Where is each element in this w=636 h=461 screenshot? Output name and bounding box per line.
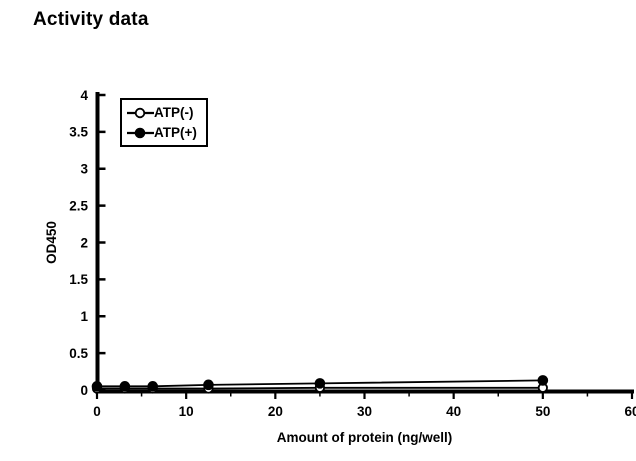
legend-entry-ATP(+): ATP(+) bbox=[127, 123, 206, 143]
y-tick-label: 3 bbox=[80, 162, 88, 177]
chart-legend: ATP(-) ATP(+) bbox=[120, 98, 208, 147]
y-tick-label: 0 bbox=[80, 383, 88, 398]
y-tick-label: 3.5 bbox=[69, 125, 88, 140]
data-point-ATP(+) bbox=[203, 379, 214, 391]
data-point-ATP(+) bbox=[537, 375, 549, 386]
data-point-ATP(+) bbox=[147, 381, 159, 392]
y-tick-label: 0.5 bbox=[69, 346, 88, 361]
y-tick-label: 1 bbox=[80, 309, 88, 324]
legend-entry-ATP(-): ATP(-) bbox=[127, 103, 206, 123]
open-circle-marker-icon bbox=[127, 107, 154, 118]
x-tick-label: 50 bbox=[535, 404, 550, 419]
y-tick-label: 2.5 bbox=[69, 198, 88, 213]
y-axis-title: OD450 bbox=[44, 221, 59, 264]
chart-title: Activity data bbox=[33, 9, 149, 30]
x-tick-label: 0 bbox=[93, 404, 101, 419]
legend-label: ATP(-) bbox=[154, 105, 194, 120]
x-axis-title: Amount of protein (ng/well) bbox=[277, 430, 452, 445]
x-tick-label: 30 bbox=[357, 404, 372, 419]
y-tick-label: 1.5 bbox=[69, 272, 88, 287]
x-tick-label: 60 bbox=[624, 404, 636, 419]
data-point-ATP(+) bbox=[314, 378, 326, 389]
x-tick-label: 20 bbox=[268, 404, 283, 419]
y-tick-label: 2 bbox=[80, 235, 88, 250]
y-tick-label: 4 bbox=[80, 88, 88, 103]
x-tick-label: 10 bbox=[179, 404, 194, 419]
x-tick-label: 40 bbox=[446, 404, 461, 419]
legend-label: ATP(+) bbox=[154, 125, 197, 140]
data-point-ATP(+) bbox=[91, 381, 103, 392]
data-point-ATP(+) bbox=[119, 381, 131, 392]
filled-circle-marker-icon bbox=[127, 127, 154, 138]
